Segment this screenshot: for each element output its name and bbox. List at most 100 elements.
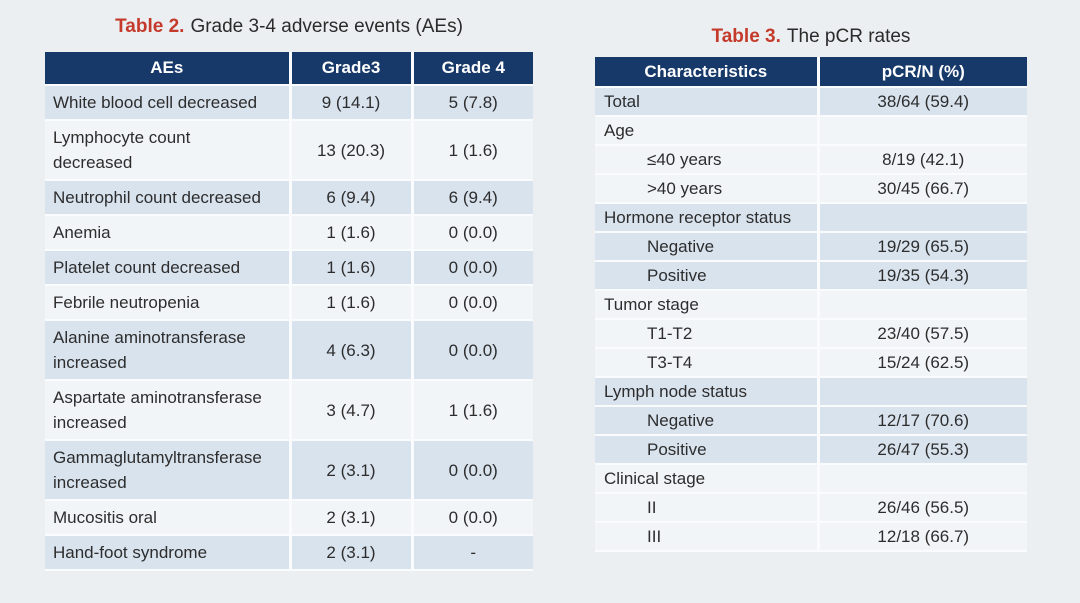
- table3-row: Positive 26/47 (55.3): [595, 435, 1027, 465]
- table2-row: Neutrophil count decreased 6 (9.4) 6 (9.4): [45, 180, 533, 216]
- table3-pcr-rates: Characteristics pCR/N (%) Total 38/64 (59…: [595, 57, 1027, 552]
- pcr-value-cell: 12/17 (70.6): [818, 406, 1027, 436]
- pcr-value-cell: [818, 116, 1027, 146]
- grade3-cell: 1 (1.6): [290, 250, 414, 286]
- grade4-cell: 0 (0.0): [412, 215, 533, 251]
- characteristic-cell: Clinical stage: [595, 464, 820, 494]
- pcr-value-cell: 12/18 (66.7): [818, 522, 1027, 552]
- table2-title-label: Table 2.: [115, 16, 185, 37]
- table2-row: Febrile neutropenia 1 (1.6) 0 (0.0): [45, 285, 533, 321]
- table3-header-pcr: pCR/N (%): [818, 57, 1027, 88]
- table3-title: Table 3. The pCR rates: [595, 26, 1027, 48]
- table2-header-grade4: Grade 4: [412, 52, 533, 86]
- table3-row: II 26/46 (56.5): [595, 493, 1027, 523]
- table3-header-row: Characteristics pCR/N (%): [595, 57, 1027, 88]
- table2-row: Alanine aminotransferase increased 4 (6.3…: [45, 320, 533, 381]
- table3-row: ≤40 years 8/19 (42.1): [595, 145, 1027, 175]
- pcr-value-cell: [818, 464, 1027, 494]
- grade3-cell: 13 (20.3): [290, 120, 414, 181]
- table2-adverse-events: AEs Grade3 Grade 4 White blood cell decr…: [45, 52, 533, 571]
- grade4-cell: 6 (9.4): [412, 180, 533, 216]
- table3-row: Negative 19/29 (65.5): [595, 232, 1027, 262]
- characteristic-cell: Tumor stage: [595, 290, 820, 320]
- pcr-value-cell: 26/47 (55.3): [818, 435, 1027, 465]
- table2-body: White blood cell decreased 9 (14.1) 5 (7.8…: [45, 85, 533, 571]
- ae-name-cell: Platelet count decreased: [45, 250, 292, 286]
- table3-row: Hormone receptor status: [595, 203, 1027, 233]
- characteristic-cell: Negative: [595, 406, 820, 436]
- characteristic-cell: Hormone receptor status: [595, 203, 820, 233]
- pcr-value-cell: 8/19 (42.1): [818, 145, 1027, 175]
- table2-row: Aspartate aminotransferase increased 3 (4…: [45, 380, 533, 441]
- grade4-cell: 1 (1.6): [412, 380, 533, 441]
- grade3-cell: 6 (9.4): [290, 180, 414, 216]
- characteristic-cell: Positive: [595, 435, 820, 465]
- characteristic-cell: T3-T4: [595, 348, 820, 378]
- table2-row: Lymphocyte count decreased 13 (20.3) 1 (1.…: [45, 120, 533, 181]
- grade4-cell: 1 (1.6): [412, 120, 533, 181]
- characteristic-cell: ≤40 years: [595, 145, 820, 175]
- table2-row: White blood cell decreased 9 (14.1) 5 (7.8…: [45, 85, 533, 121]
- ae-name-cell: Anemia: [45, 215, 292, 251]
- ae-name-cell: Hand-foot syndrome: [45, 535, 292, 571]
- table2-row: Anemia 1 (1.6) 0 (0.0): [45, 215, 533, 251]
- table3-title-text: The pCR rates: [786, 26, 911, 47]
- grade3-cell: 2 (3.1): [290, 535, 414, 571]
- table2-row: Mucositis oral 2 (3.1) 0 (0.0): [45, 500, 533, 536]
- grade4-cell: 0 (0.0): [412, 500, 533, 536]
- ae-name-cell: White blood cell decreased: [45, 85, 292, 121]
- table3-title-label: Table 3.: [711, 26, 781, 47]
- table3-header-characteristics: Characteristics: [595, 57, 820, 88]
- table2-header-aes: AEs: [45, 52, 292, 86]
- ae-name-cell: Alanine aminotransferase increased: [45, 320, 292, 381]
- pcr-value-cell: 19/35 (54.3): [818, 261, 1027, 291]
- pcr-value-cell: 15/24 (62.5): [818, 348, 1027, 378]
- table3-row: Tumor stage: [595, 290, 1027, 320]
- table3-row: III 12/18 (66.7): [595, 522, 1027, 552]
- ae-name-cell: Lymphocyte count decreased: [45, 120, 292, 181]
- pcr-value-cell: 30/45 (66.7): [818, 174, 1027, 204]
- table3-row: T3-T4 15/24 (62.5): [595, 348, 1027, 378]
- grade3-cell: 1 (1.6): [290, 285, 414, 321]
- characteristic-cell: Positive: [595, 261, 820, 291]
- table3-row: >40 years 30/45 (66.7): [595, 174, 1027, 204]
- table3-row: Total 38/64 (59.4): [595, 87, 1027, 117]
- grade4-cell: 0 (0.0): [412, 440, 533, 501]
- grade4-cell: -: [412, 535, 533, 571]
- characteristic-cell: II: [595, 493, 820, 523]
- table2-header-row: AEs Grade3 Grade 4: [45, 52, 533, 86]
- table3-row: T1-T2 23/40 (57.5): [595, 319, 1027, 349]
- characteristic-cell: >40 years: [595, 174, 820, 204]
- table2-header-grade3: Grade3: [290, 52, 414, 86]
- table3-row: Age: [595, 116, 1027, 146]
- grade4-cell: 0 (0.0): [412, 320, 533, 381]
- characteristic-cell: Total: [595, 87, 820, 117]
- ae-name-cell: Gammaglutamyltransferase increased: [45, 440, 292, 501]
- characteristic-cell: Lymph node status: [595, 377, 820, 407]
- pcr-value-cell: 19/29 (65.5): [818, 232, 1027, 262]
- grade3-cell: 2 (3.1): [290, 440, 414, 501]
- grade3-cell: 1 (1.6): [290, 215, 414, 251]
- grade3-cell: 3 (4.7): [290, 380, 414, 441]
- characteristic-cell: T1-T2: [595, 319, 820, 349]
- ae-name-cell: Aspartate aminotransferase increased: [45, 380, 292, 441]
- pcr-value-cell: 38/64 (59.4): [818, 87, 1027, 117]
- pcr-value-cell: [818, 203, 1027, 233]
- characteristic-cell: III: [595, 522, 820, 552]
- table2-row: Platelet count decreased 1 (1.6) 0 (0.0): [45, 250, 533, 286]
- table3-row: Lymph node status: [595, 377, 1027, 407]
- pcr-value-cell: 23/40 (57.5): [818, 319, 1027, 349]
- table3-body: Total 38/64 (59.4) Age ≤40 years 8/19 (42.1)…: [595, 87, 1027, 552]
- pcr-value-cell: [818, 290, 1027, 320]
- ae-name-cell: Mucositis oral: [45, 500, 292, 536]
- grade4-cell: 0 (0.0): [412, 285, 533, 321]
- table3-row: Positive 19/35 (54.3): [595, 261, 1027, 291]
- ae-name-cell: Neutrophil count decreased: [45, 180, 292, 216]
- table2-title: Table 2. Grade 3-4 adverse events (AEs): [45, 16, 533, 38]
- table3-row: Clinical stage: [595, 464, 1027, 494]
- characteristic-cell: Negative: [595, 232, 820, 262]
- grade4-cell: 5 (7.8): [412, 85, 533, 121]
- table2-row: Gammaglutamyltransferase increased 2 (3.1…: [45, 440, 533, 501]
- table2-row: Hand-foot syndrome 2 (3.1) -: [45, 535, 533, 571]
